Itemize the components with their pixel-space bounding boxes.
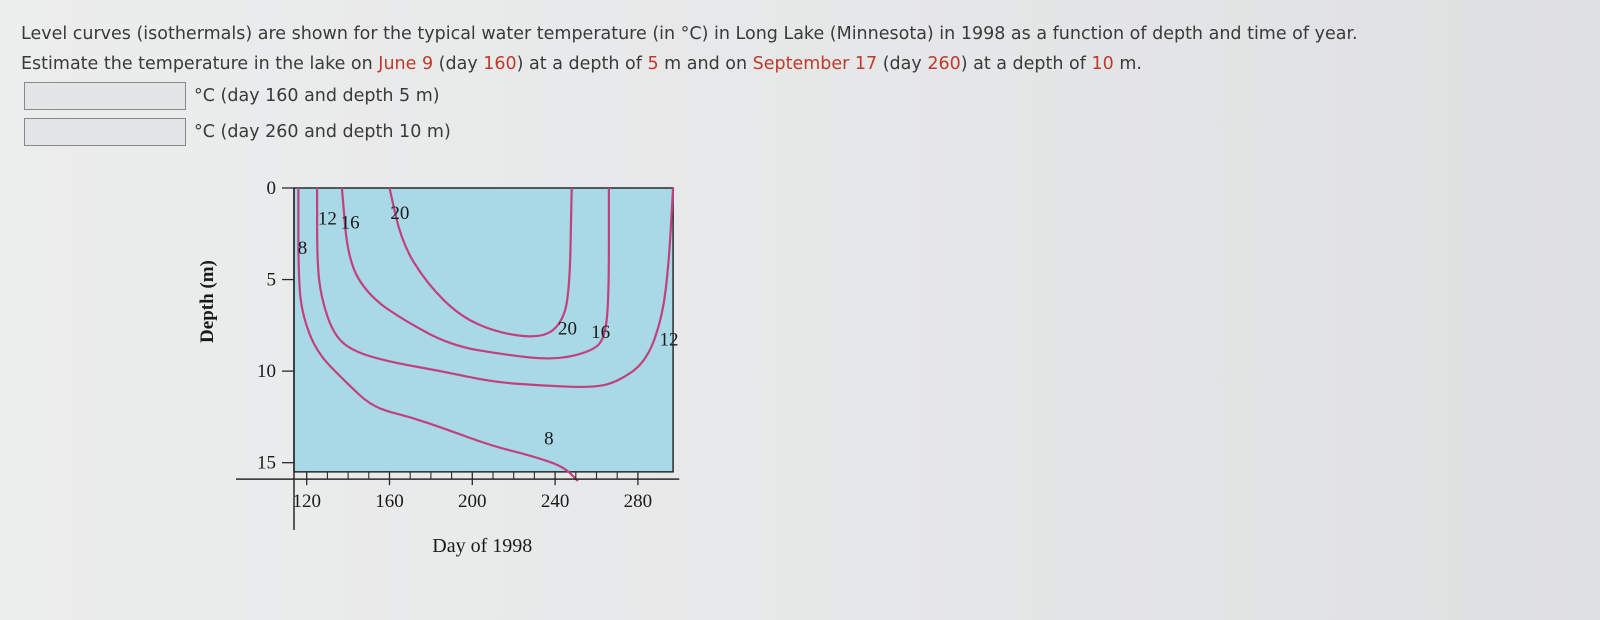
question-text-part: ) at a depth of — [516, 54, 648, 74]
y-axis-label: Depth (m) — [197, 260, 218, 343]
answer-input-day-160[interactable] — [24, 82, 186, 110]
date-2-highlight: September 17 — [752, 54, 878, 74]
contour-label: 12 — [659, 329, 678, 350]
y-tick-label: 15 — [257, 453, 276, 474]
x-tick-label: 120 — [292, 491, 321, 512]
y-tick-label: 5 — [267, 270, 277, 291]
contour-label: 16 — [341, 212, 360, 233]
y-tick-label: 0 — [267, 178, 277, 199]
question-text-part: m. — [1113, 54, 1142, 74]
contour-line-8 — [297, 187, 579, 482]
answer-row-2: °C (day 260 and depth 10 m) — [24, 116, 451, 148]
contour-label: 8 — [298, 238, 308, 259]
x-tick-label: 280 — [624, 491, 653, 512]
depth-1-highlight: 5 — [647, 54, 659, 74]
question-line-2: Estimate the temperature in the lake on … — [21, 49, 1591, 79]
contour-label: 20 — [558, 319, 577, 340]
contour-label: 8 — [544, 428, 554, 449]
y-tick-label: 10 — [257, 361, 276, 382]
answer-label-day-260: °C (day 260 and depth 10 m) — [194, 122, 451, 142]
day-1-highlight: 160 — [483, 54, 517, 74]
answer-row-1: °C (day 160 and depth 5 m) — [24, 80, 440, 112]
contour-lines — [297, 187, 675, 482]
question-text-part: Estimate the temperature in the lake on — [21, 54, 379, 74]
question-text-part: ) at a depth of — [960, 54, 1092, 74]
contour-line-20 — [388, 187, 573, 338]
depth-2-highlight: 10 — [1091, 54, 1114, 74]
question-text-part: (day — [877, 54, 928, 74]
axes: 120 160 200 240 280 0 5 10 15 — [236, 178, 680, 530]
contour-label: 20 — [390, 203, 409, 224]
answer-label-day-160: °C (day 160 and depth 5 m) — [194, 86, 440, 106]
question-text-part: (day — [433, 54, 484, 74]
contour-label: 12 — [318, 209, 337, 230]
x-axis-label: Day of 1998 — [432, 535, 532, 557]
date-1-highlight: June 9 — [378, 54, 434, 74]
day-2-highlight: 260 — [927, 54, 961, 74]
question-line-1: Level curves (isothermals) are shown for… — [21, 24, 1358, 44]
contour-line-12 — [315, 187, 675, 389]
question-text-part: m and on — [658, 54, 753, 74]
contour-line-16 — [340, 187, 610, 360]
contour-label: 16 — [591, 322, 610, 343]
x-tick-label: 200 — [458, 491, 487, 512]
x-tick-label: 240 — [541, 491, 570, 512]
question-text: Level curves (isothermals) are shown for… — [21, 19, 1591, 79]
x-tick-label: 160 — [375, 491, 404, 512]
answer-input-day-260[interactable] — [24, 118, 186, 146]
